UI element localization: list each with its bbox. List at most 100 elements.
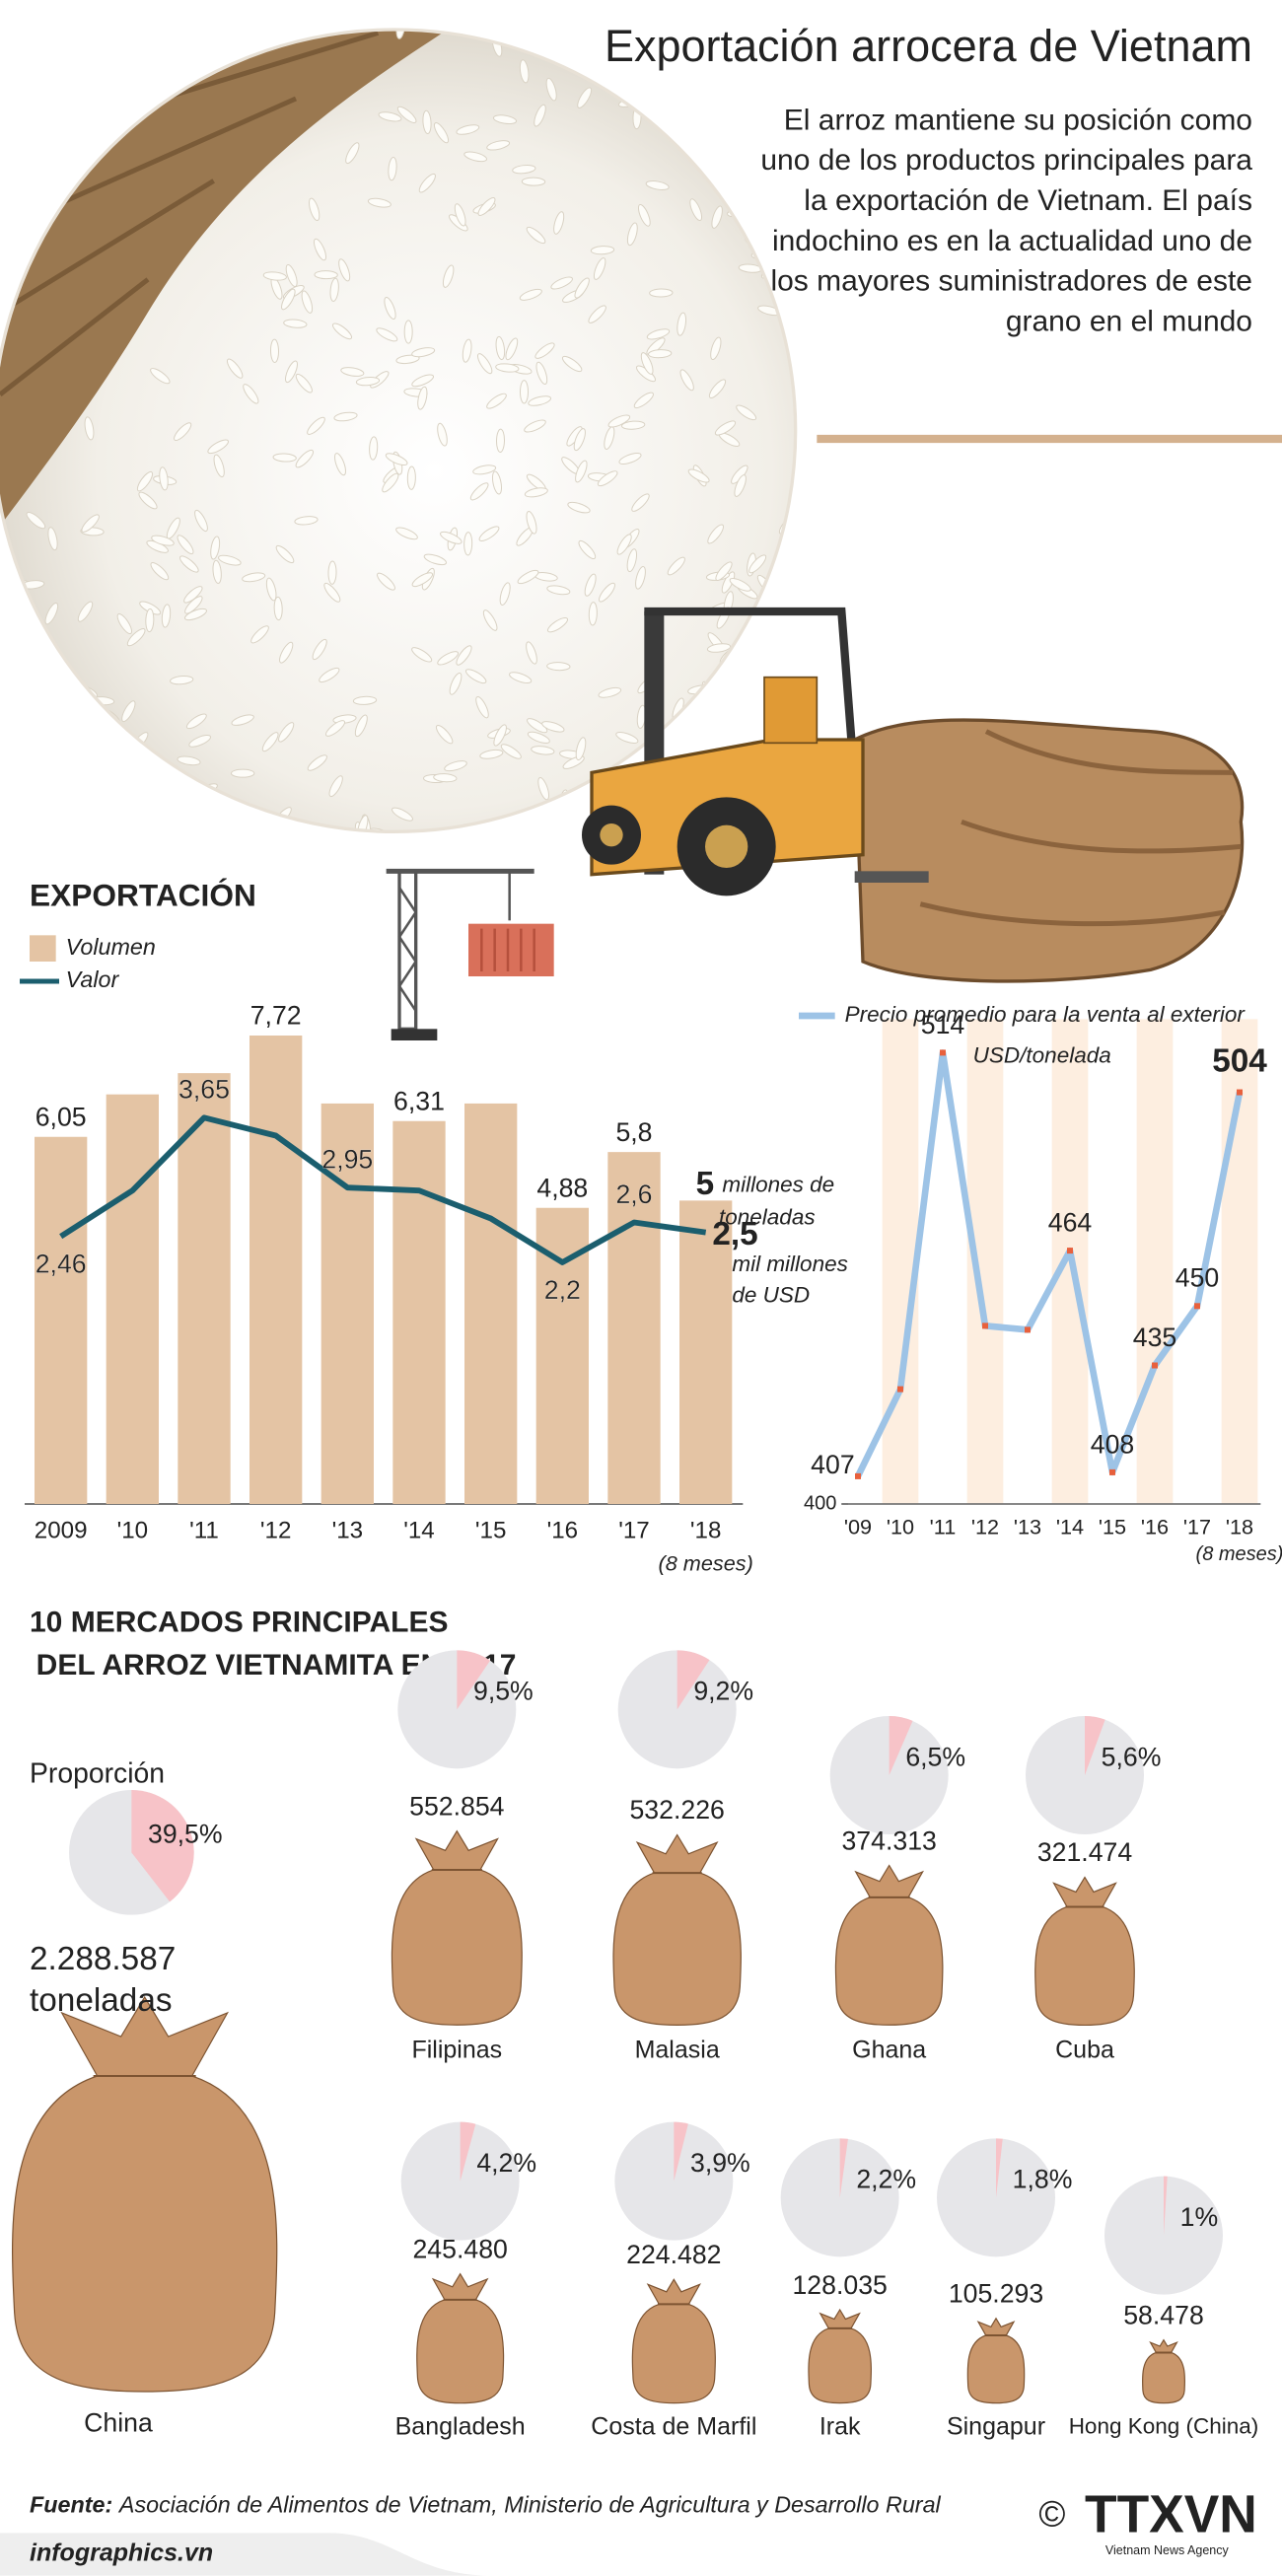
rice-grain [706,643,732,653]
rice-grain [307,416,325,435]
rice-grain [463,151,488,163]
rice-grain [243,384,259,404]
value-label: 450 [1175,1263,1219,1293]
rice-grain [261,732,279,752]
sack-neck [433,2274,487,2300]
rice-grain [329,277,339,302]
price-point [981,1323,988,1329]
rice-grain [324,720,346,737]
price-point [940,1049,946,1056]
rice-grain [81,514,100,533]
country-label: Bangladesh [395,2412,526,2440]
value-label: 5 [696,1166,715,1202]
rice-grain [590,246,615,255]
value-label: 5,8 [615,1117,652,1147]
x-tick-label: '12 [971,1515,999,1539]
rice-grain [278,722,295,743]
value-label: 6,05 [36,1102,87,1131]
tonnage-label: 58.478 [1123,2300,1204,2329]
rice-grain [495,335,506,361]
container-ribs [480,928,535,972]
sack-neck [820,2310,860,2328]
price-point [855,1472,861,1479]
rice-grain [161,604,172,628]
rice-grain [126,628,146,647]
description-line: El arroz mantiene su posición como [784,104,1252,136]
legend-swatch [30,935,56,963]
forklift [582,607,1245,983]
sack-neck [648,2279,700,2304]
value-label: 4,88 [536,1173,588,1202]
rice-grain [456,124,480,135]
site: infographics.vn [30,2540,213,2567]
x-tick-label: '09 [844,1515,872,1539]
rice-grain [184,608,207,621]
rice-grain [116,612,133,635]
tonnage-label: 128.035 [792,2270,887,2300]
rice-grain [367,197,392,208]
pie-slice [1085,1716,1105,1775]
tonnage-label: 224.482 [626,2240,721,2269]
rice-grain [646,328,671,340]
x-tick-label: '16 [1141,1515,1169,1539]
rice-grain [411,572,434,588]
rice-grain [435,724,454,745]
x-tick-label: 2009 [35,1518,88,1544]
rice-grain [524,419,546,433]
rice-grain [121,700,136,723]
rice-grain [486,140,511,151]
pie-slice [839,2138,848,2198]
rice-grain [491,470,503,495]
x-tick-label: '18 [690,1518,721,1544]
sack-neck [856,1866,923,1897]
rice-grain [635,566,646,590]
rice-grain [478,526,500,541]
rice-grain [476,353,493,375]
rice-grain [464,669,487,684]
rice-grain [174,422,192,442]
sack [13,1997,277,2392]
rice-grain [218,554,242,566]
rice-grain [433,122,450,144]
rice-grain [323,582,341,603]
bar [249,1036,303,1504]
pie-rest [937,2138,1055,2257]
share-title: Proporción [30,1757,165,1789]
rice-grain [492,114,518,125]
share-label: 4,2% [476,2148,536,2178]
seat [763,676,819,745]
bar [392,1120,446,1504]
description-line: los mayores suministradores de este [770,265,1252,298]
pie-slice [1164,2176,1168,2236]
rice-grain [637,203,651,227]
rice-grain [437,651,460,666]
rice-grain [527,718,548,734]
rice-grain [707,524,725,544]
sack-body [13,2076,277,2392]
source-label: Fuente: [30,2492,112,2518]
y-tick-label: 400 [804,1492,836,1514]
rice-grain [442,264,455,288]
rice-grain [183,586,203,604]
value-label: 2,95 [321,1145,373,1175]
rice-grain [265,577,277,602]
rice-grain [715,561,733,581]
sack-neck [978,2319,1014,2335]
rice-grain [546,616,569,633]
rice-grain [392,807,413,822]
rice-grain [482,609,498,631]
value-label: 435 [1133,1323,1176,1352]
sack-neck [1151,2340,1177,2353]
rice-grain [640,352,654,375]
rice-grain [588,602,598,626]
source-text: Asociación de Alimentos de Vietnam, Mini… [117,2492,942,2518]
price-point [1025,1326,1031,1333]
rice-grain [534,342,555,359]
sack-body [967,2335,1025,2403]
rice-grain [385,453,408,466]
rice-grain [561,355,583,373]
rice-grain [250,625,269,644]
share-label: 1,8% [1013,2165,1073,2194]
rice-grain [377,572,395,591]
